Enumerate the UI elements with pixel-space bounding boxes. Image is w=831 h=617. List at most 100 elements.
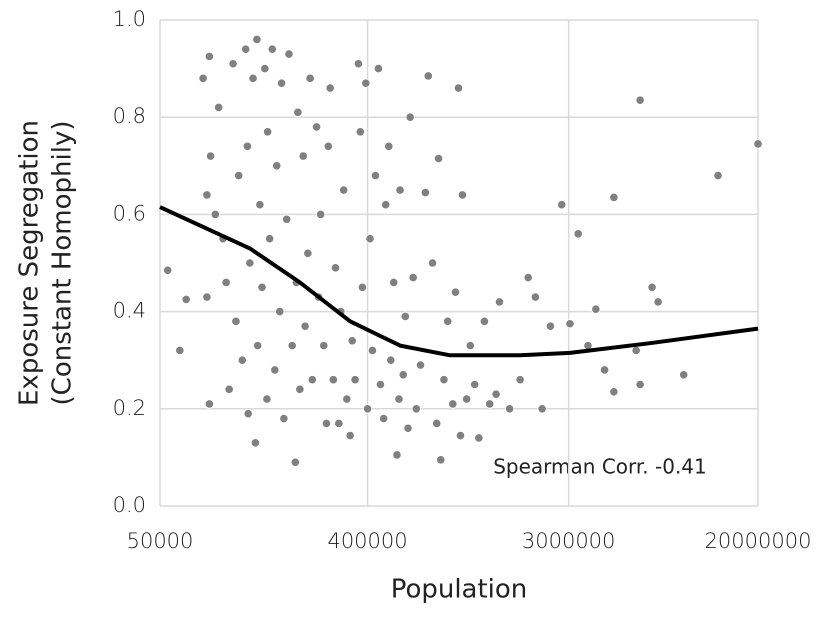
point — [252, 34, 262, 45]
point — [457, 190, 468, 200]
point — [274, 306, 285, 317]
y-tick-label: 0.4 — [113, 299, 146, 323]
point — [228, 58, 238, 69]
point — [270, 365, 280, 375]
point — [400, 311, 411, 322]
point — [599, 365, 610, 375]
point — [347, 335, 358, 346]
point — [255, 199, 265, 210]
point — [290, 457, 301, 468]
point — [365, 233, 375, 244]
point — [213, 102, 224, 113]
point — [357, 282, 368, 293]
y-tick-label: 0.2 — [113, 396, 146, 420]
point — [342, 394, 352, 404]
point — [373, 63, 384, 74]
point — [394, 394, 404, 404]
point — [210, 209, 221, 220]
point — [465, 340, 476, 351]
point — [240, 44, 251, 54]
point — [205, 151, 216, 161]
point — [279, 413, 289, 424]
point — [395, 185, 405, 195]
point — [431, 418, 442, 429]
point — [378, 413, 389, 424]
point — [307, 374, 318, 385]
point — [411, 404, 422, 414]
point — [515, 374, 525, 385]
point — [388, 277, 399, 288]
y-axis-label-line: (Constant Homophily) — [48, 121, 78, 406]
point — [276, 78, 287, 88]
point — [287, 340, 297, 351]
point — [250, 438, 261, 448]
point — [221, 277, 231, 288]
point — [635, 379, 645, 390]
point — [370, 170, 381, 181]
point — [423, 71, 434, 81]
point — [202, 292, 212, 302]
x-tick-label: 400000 — [327, 529, 407, 553]
point — [323, 141, 334, 152]
point — [345, 430, 355, 441]
y-tick-label: 0.6 — [113, 201, 146, 225]
point — [504, 404, 515, 414]
point — [439, 374, 449, 385]
point — [300, 321, 310, 331]
point — [198, 73, 208, 84]
point — [384, 141, 394, 152]
point — [303, 248, 313, 259]
point — [392, 450, 402, 460]
plot: 0.0 0.2 0.4 0.6 0.8 1.0 50000 400000 3000000 2000… — [113, 7, 812, 553]
point — [175, 345, 185, 356]
point — [334, 418, 344, 429]
point — [455, 430, 466, 441]
point — [479, 316, 490, 327]
point — [252, 340, 263, 351]
y-tick-label: 1.0 — [113, 7, 146, 31]
point — [653, 297, 663, 307]
point — [461, 394, 472, 404]
point — [330, 263, 341, 273]
point — [474, 433, 484, 443]
point — [245, 258, 255, 268]
y-tick-label: 0.8 — [113, 104, 146, 128]
trend-line — [159, 205, 759, 358]
point — [450, 287, 461, 297]
point — [530, 292, 541, 302]
point — [267, 44, 278, 54]
point — [295, 384, 305, 395]
point — [591, 304, 601, 314]
point — [573, 229, 583, 239]
point — [433, 153, 444, 164]
y-axis-label-line: Exposure Segregation — [15, 120, 45, 406]
point — [631, 345, 641, 356]
point — [284, 49, 294, 59]
point — [484, 399, 495, 409]
point — [635, 95, 645, 105]
annotation: Spearman Corr. -0.41 — [493, 455, 707, 479]
point — [442, 316, 453, 327]
point — [609, 386, 619, 397]
x-tick-label: 50000 — [127, 529, 194, 553]
x-axis-label: Population — [391, 575, 528, 605]
point — [556, 199, 567, 210]
point — [469, 379, 480, 390]
point — [204, 51, 215, 62]
point — [315, 209, 326, 220]
point — [162, 265, 173, 276]
point — [523, 272, 533, 283]
point — [281, 214, 292, 225]
point — [494, 297, 505, 307]
point — [360, 78, 371, 88]
x-tick-label: 3000000 — [522, 529, 616, 553]
point — [293, 107, 303, 118]
point — [435, 455, 446, 465]
point — [181, 294, 191, 305]
point — [242, 141, 253, 152]
point — [243, 408, 254, 419]
point — [427, 258, 438, 268]
point — [453, 83, 464, 93]
point — [262, 394, 272, 404]
point — [609, 192, 619, 203]
